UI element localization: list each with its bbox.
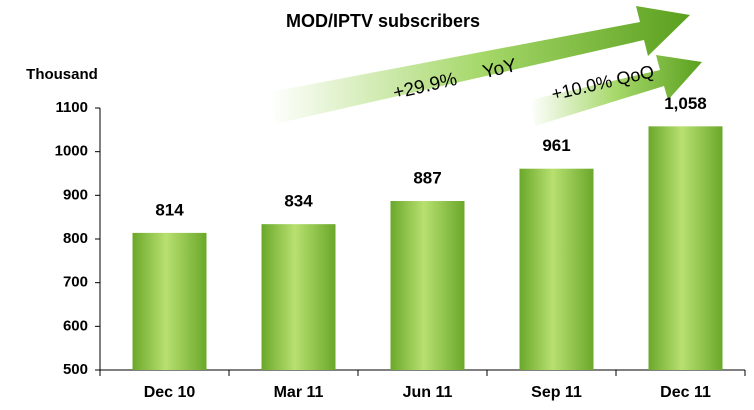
value-label: 887 [413,168,441,187]
value-label: 834 [284,192,313,211]
value-label: 961 [542,136,570,155]
value-label: 1,058 [664,94,707,113]
x-tick-label: Dec 11 [660,384,711,401]
x-tick-label: Mar 11 [274,384,324,401]
qoq-arrow [530,55,702,126]
x-tick-label: Sep 11 [531,384,582,401]
y-tick-label: 900 [63,186,88,203]
value-label: 814 [155,200,184,219]
bar [261,224,336,370]
yoy-arrow [270,6,690,124]
bar [519,168,594,370]
bar [132,232,207,370]
x-tick-label: Jun 11 [403,384,453,401]
y-tick-label: 1100 [55,99,88,116]
y-tick-label: 600 [63,317,88,334]
y-tick-label: 500 [63,361,88,378]
bar [390,201,465,370]
y-axis-label: Thousand [26,66,98,83]
bar [648,126,723,370]
y-tick-label: 1000 [55,143,88,160]
x-tick-label: Dec 10 [144,384,196,401]
y-tick-label: 700 [63,274,88,291]
chart-title: MOD/IPTV subscribers [286,11,480,31]
y-tick-label: 800 [63,230,88,247]
